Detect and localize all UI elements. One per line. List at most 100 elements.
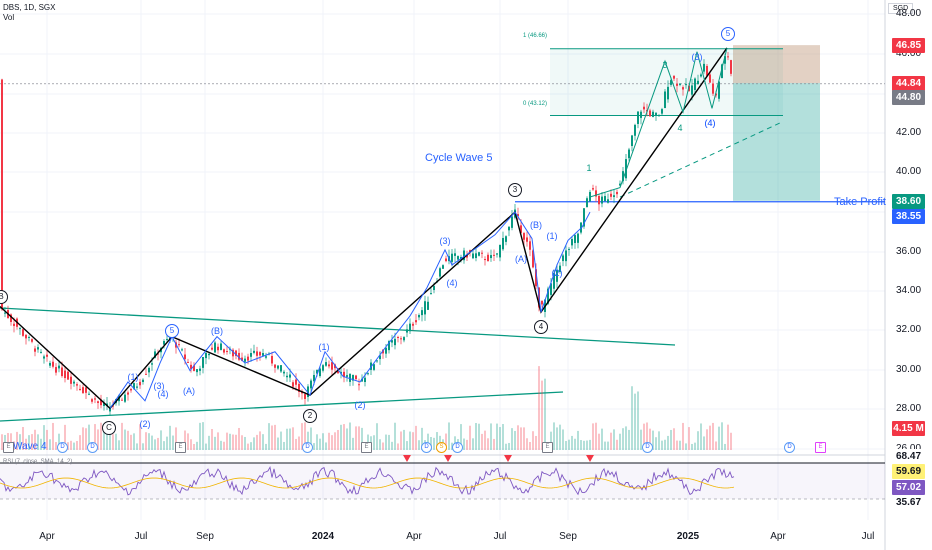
event-icon[interactable]: D <box>87 442 98 453</box>
volume-bar <box>352 437 354 450</box>
volume-bar <box>382 442 384 450</box>
candle-body <box>130 388 132 391</box>
event-icon[interactable]: D <box>642 442 653 453</box>
time-tick-label: Apr <box>770 531 786 542</box>
volume-bar <box>376 423 378 450</box>
candle-body <box>406 329 408 333</box>
volume-bar <box>520 427 522 450</box>
candle-body <box>649 110 651 117</box>
candle-body <box>280 365 282 372</box>
volume-bar <box>688 427 690 450</box>
event-icon[interactable]: E <box>3 442 14 453</box>
volume-bar <box>172 435 174 450</box>
candle-body <box>13 323 15 326</box>
volume-bar <box>160 430 162 450</box>
volume-bar <box>25 438 27 450</box>
wave-label: (B) <box>530 220 542 230</box>
event-icon[interactable]: E <box>175 442 186 453</box>
candle-body <box>358 384 360 386</box>
volume-bar <box>613 429 615 450</box>
volume-bar <box>337 429 339 450</box>
volume-bar <box>190 439 192 450</box>
event-icon[interactable]: E <box>542 442 553 453</box>
event-icon[interactable]: D <box>302 442 313 453</box>
candle-body <box>661 109 663 114</box>
volume-bar <box>49 439 51 450</box>
candle-body <box>613 195 615 198</box>
candle-body <box>625 159 627 179</box>
candle-body <box>394 338 396 346</box>
price-tick-label: 40.00 <box>896 166 922 177</box>
volume-bar <box>649 428 651 450</box>
candle-body <box>640 111 642 118</box>
candle-body <box>40 351 42 353</box>
candle-body <box>631 135 633 146</box>
volume-bar <box>163 441 165 450</box>
candle-body <box>37 347 39 350</box>
candle-body <box>496 253 498 255</box>
event-icon[interactable]: D <box>784 442 795 453</box>
candle-body <box>535 269 537 287</box>
candle-body <box>541 300 543 305</box>
price-tick-label: 48.00 <box>896 8 922 19</box>
volume-bar <box>100 422 102 450</box>
event-icon[interactable]: E <box>815 442 826 453</box>
candle-body <box>214 342 216 353</box>
volume-bar <box>676 440 678 450</box>
candle-body <box>586 198 588 208</box>
volume-bar <box>97 429 99 450</box>
take-profit-zone <box>733 83 820 201</box>
event-icon[interactable]: S <box>436 442 447 453</box>
volume-bar <box>484 430 486 450</box>
event-icon[interactable]: D <box>452 442 463 453</box>
volume-bar <box>67 442 69 450</box>
candle-body <box>532 250 534 268</box>
volume-bar <box>601 428 603 450</box>
volume-bar <box>331 435 333 450</box>
volume-bar <box>403 429 405 450</box>
candle-body <box>409 323 411 332</box>
candle-body <box>403 337 405 341</box>
wave-circle-label: 3 <box>508 183 522 197</box>
event-icon[interactable]: D <box>57 442 68 453</box>
currency-button[interactable]: SGD <box>888 3 914 14</box>
event-icon[interactable]: E <box>361 442 372 453</box>
volume-bar <box>502 424 504 450</box>
volume-bar <box>199 422 201 450</box>
candle-body <box>547 288 549 304</box>
candle-body <box>133 383 135 389</box>
candle-body <box>265 356 267 358</box>
volume-bar <box>361 427 363 450</box>
candle-body <box>355 375 357 380</box>
volume-bar <box>580 440 582 450</box>
volume-bar <box>286 428 288 450</box>
volume-bar <box>535 435 537 450</box>
candle-body <box>502 237 504 250</box>
candle-body <box>88 393 90 395</box>
candle-body <box>454 253 456 256</box>
candle-body <box>706 65 708 76</box>
volume-bar <box>490 423 492 450</box>
candle-body <box>667 86 669 100</box>
volume-bar <box>151 435 153 450</box>
candle-body <box>445 258 447 262</box>
candle-body <box>427 301 429 310</box>
volume-bar <box>31 434 33 450</box>
volume-bar <box>46 429 48 450</box>
trade-zones <box>0 45 885 422</box>
time-tick-label: Jul <box>493 531 507 542</box>
volume-bar <box>259 431 261 450</box>
candle-body <box>697 80 699 85</box>
volume-bar <box>592 423 594 450</box>
candle-body <box>505 236 507 242</box>
volume-bar <box>7 433 9 450</box>
candle-body <box>379 355 381 360</box>
candle-body <box>682 87 684 90</box>
volume-bar <box>628 429 630 450</box>
price-tag: 44.80 <box>892 89 925 105</box>
wave-label: (2) <box>354 400 366 410</box>
candle-body <box>598 195 600 205</box>
event-icon[interactable]: D <box>421 442 432 453</box>
